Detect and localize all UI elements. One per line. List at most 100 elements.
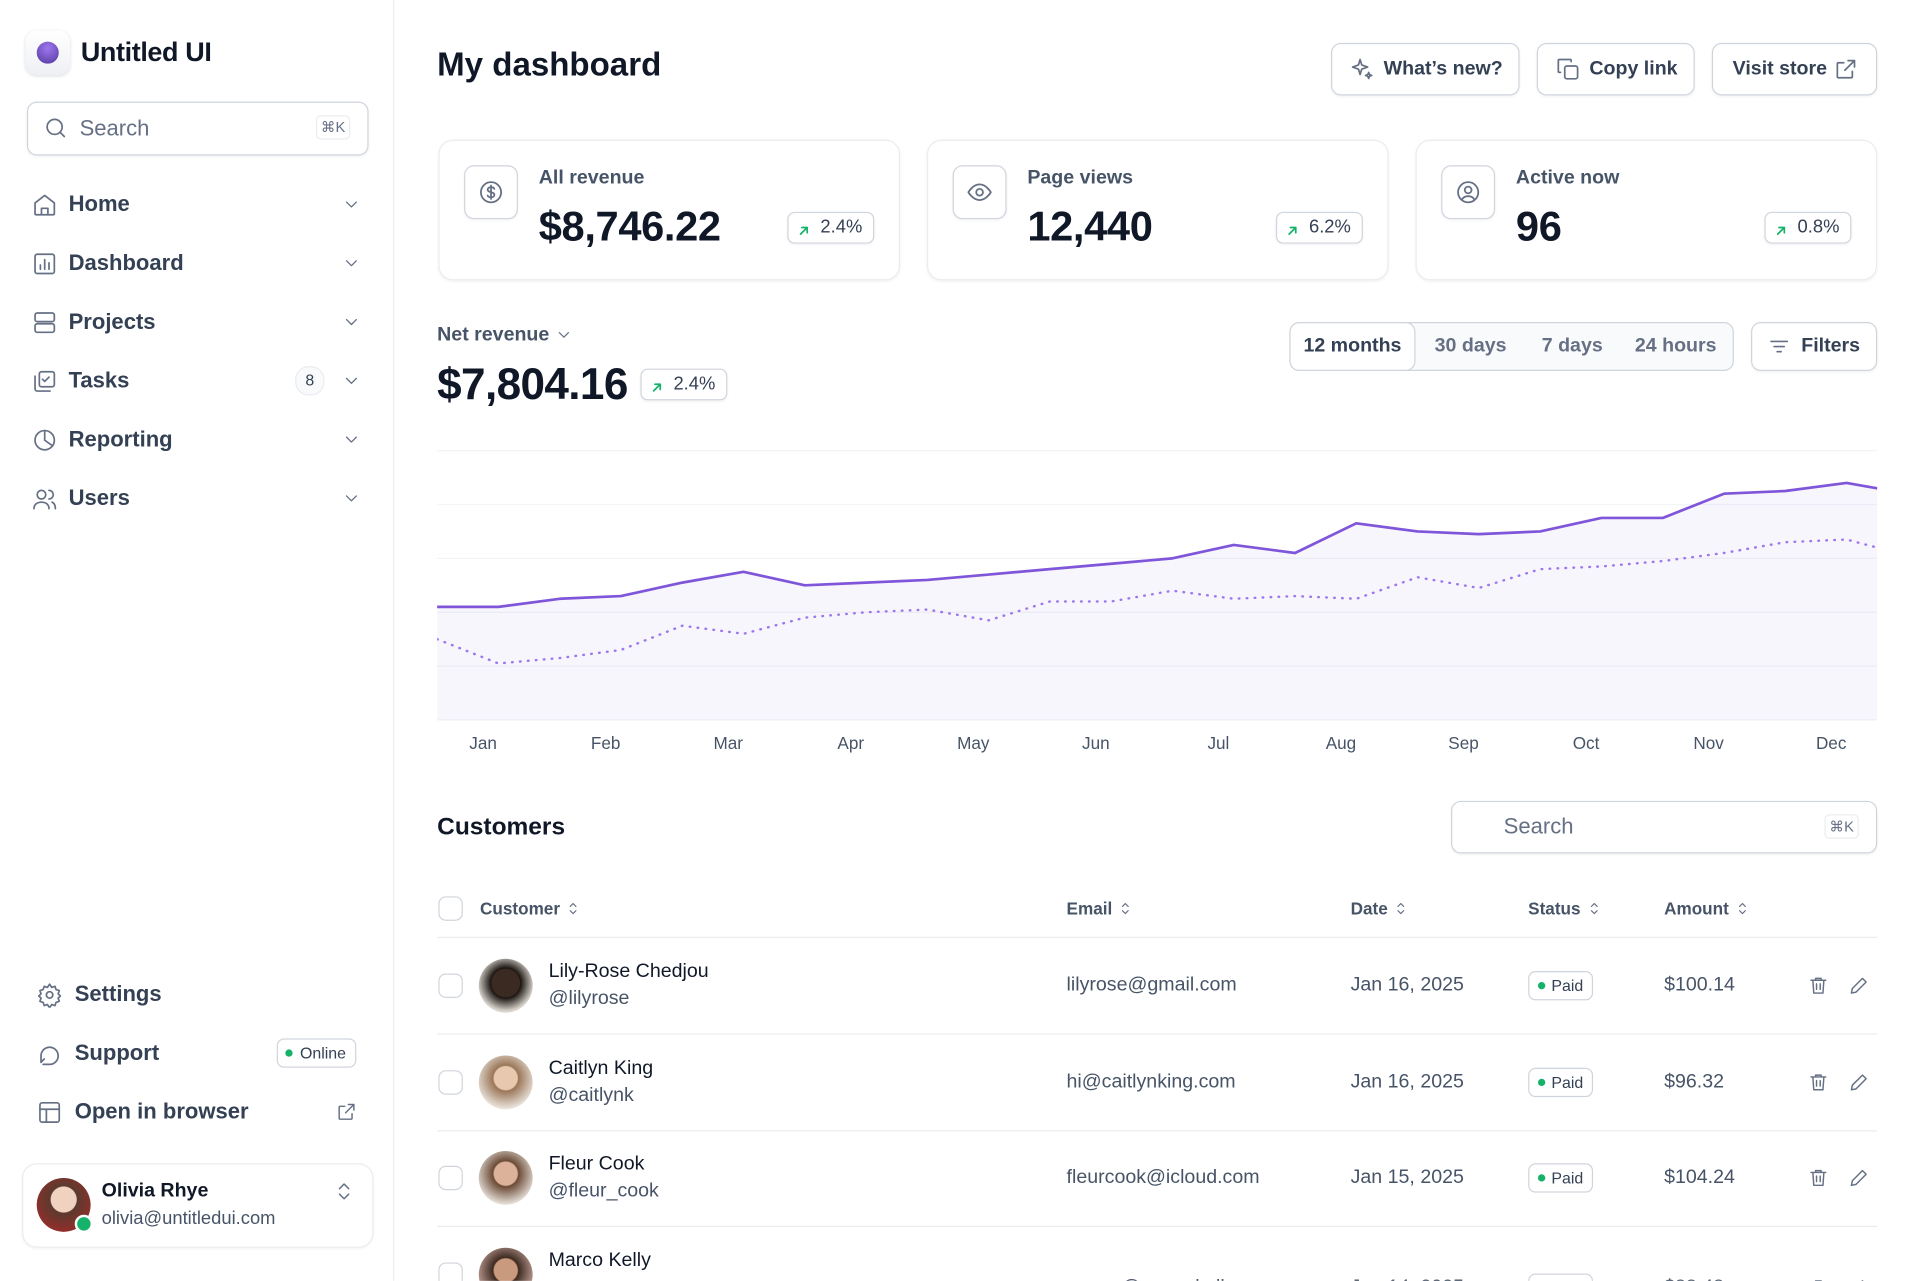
checkbox[interactable] [438,1069,463,1095]
stat-icon-box [1441,165,1496,220]
icon [1833,56,1859,82]
status-dot [1537,982,1546,990]
icon[interactable] [1807,1167,1829,1189]
icon-shape [345,201,357,208]
checkbox[interactable] [438,1261,463,1281]
icon-shape [1850,1073,1867,1090]
user-card[interactable] [22,1163,374,1248]
column-header[interactable]: Status [1528,898,1581,919]
stat-value: 96 [1515,203,1562,251]
checkbox[interactable] [438,1165,463,1191]
status-dot [1537,1174,1546,1182]
status-badge [1528,971,1594,1001]
column-header[interactable]: Email [1066,898,1113,919]
column-header[interactable]: Customer [480,898,561,919]
revenue-value: $7,804.16 [437,358,628,409]
revenue-label[interactable]: Net revenue [437,324,550,346]
icon [1349,56,1375,82]
icon-shape [1850,977,1867,994]
icon[interactable] [1848,1167,1870,1189]
icon [32,486,58,512]
status-dot [1537,1078,1546,1086]
icon-shape [39,1101,61,1123]
icon-shape [45,990,54,999]
column-header[interactable]: Amount [1664,898,1729,919]
avatar [478,958,533,1013]
icon-shape [1457,181,1480,204]
icon [966,179,993,206]
icon [478,179,505,206]
icon[interactable] [1848,1277,1870,1281]
icon-shape [1836,59,1856,79]
range-tab[interactable]: 24 hours [1634,335,1717,357]
action-button[interactable] [1711,42,1878,96]
range-tab[interactable]: 30 days [1434,335,1507,357]
icon [32,251,58,277]
customer-date: Jan 14, 2025 [1351,1277,1464,1281]
icon-shape [1463,185,1473,195]
icon-shape [41,376,50,383]
icon [1734,900,1751,917]
trend-icon [649,376,665,392]
range-tab[interactable]: 7 days [1541,335,1603,357]
icon[interactable] [1807,975,1829,997]
icon-shape [34,194,56,216]
icon [37,1041,63,1067]
icon [32,192,58,218]
icon-shape [34,370,56,392]
icon-shape [1351,58,1369,76]
change-badge: 0.8% [1764,211,1852,244]
icon-shape [652,383,662,392]
customer-name: Caitlyn King [548,1057,654,1079]
action-button[interactable] [1536,42,1695,96]
icon-shape [46,118,64,136]
icon-shape [480,181,503,204]
icon-shape [48,489,57,510]
icon-shape [345,318,357,326]
trend-icon [1284,219,1300,235]
customer-amount: $96.32 [1664,1070,1725,1092]
checkbox[interactable] [438,973,463,998]
customer-date: Jan 15, 2025 [1350,1166,1464,1188]
column-header[interactable]: Date [1350,898,1388,919]
icon-shape [33,501,50,510]
stat-card [926,139,1389,281]
customer-amount: $88.48 [1664,1277,1724,1281]
icon-shape [1364,71,1373,80]
icon[interactable] [1807,1277,1829,1281]
customer-email: marco@marcokelly.co [1067,1277,1260,1281]
icon [1586,900,1603,917]
icon-shape [34,253,56,275]
icon-shape [345,377,357,384]
icon[interactable] [1848,1071,1870,1093]
range-tab[interactable]: 12 months [1303,335,1402,357]
area-fill [437,482,1878,721]
x-tick-label: Jun [1082,733,1110,753]
icon[interactable] [1807,1071,1829,1093]
icon-shape [39,1108,61,1123]
row-divider [437,1129,1878,1131]
icon[interactable] [1848,975,1870,997]
icon-shape [33,489,57,510]
nav-label: Projects [68,309,156,334]
icon-shape [40,207,49,216]
x-tick-label: Jan [469,733,497,753]
customer-name: Marco Kelly [548,1249,651,1271]
checkbox[interactable] [438,896,463,921]
icon-shape [34,429,56,451]
icon [342,430,362,450]
icon-shape [1850,977,1867,994]
range-tab-active [1289,322,1416,372]
icon-shape [338,1183,350,1200]
status-text: Paid [1551,976,1584,995]
status-dot [285,1049,293,1057]
icon-shape [569,903,577,915]
icon-shape [1814,1279,1822,1281]
icon-shape [338,1103,355,1120]
series-line [437,481,1878,609]
filters-button[interactable] [1751,322,1878,372]
customer-search[interactable] [1451,800,1878,854]
icon-shape [1288,226,1297,235]
search-box[interactable] [26,101,369,156]
stat-value: $8,746.22 [538,203,721,251]
